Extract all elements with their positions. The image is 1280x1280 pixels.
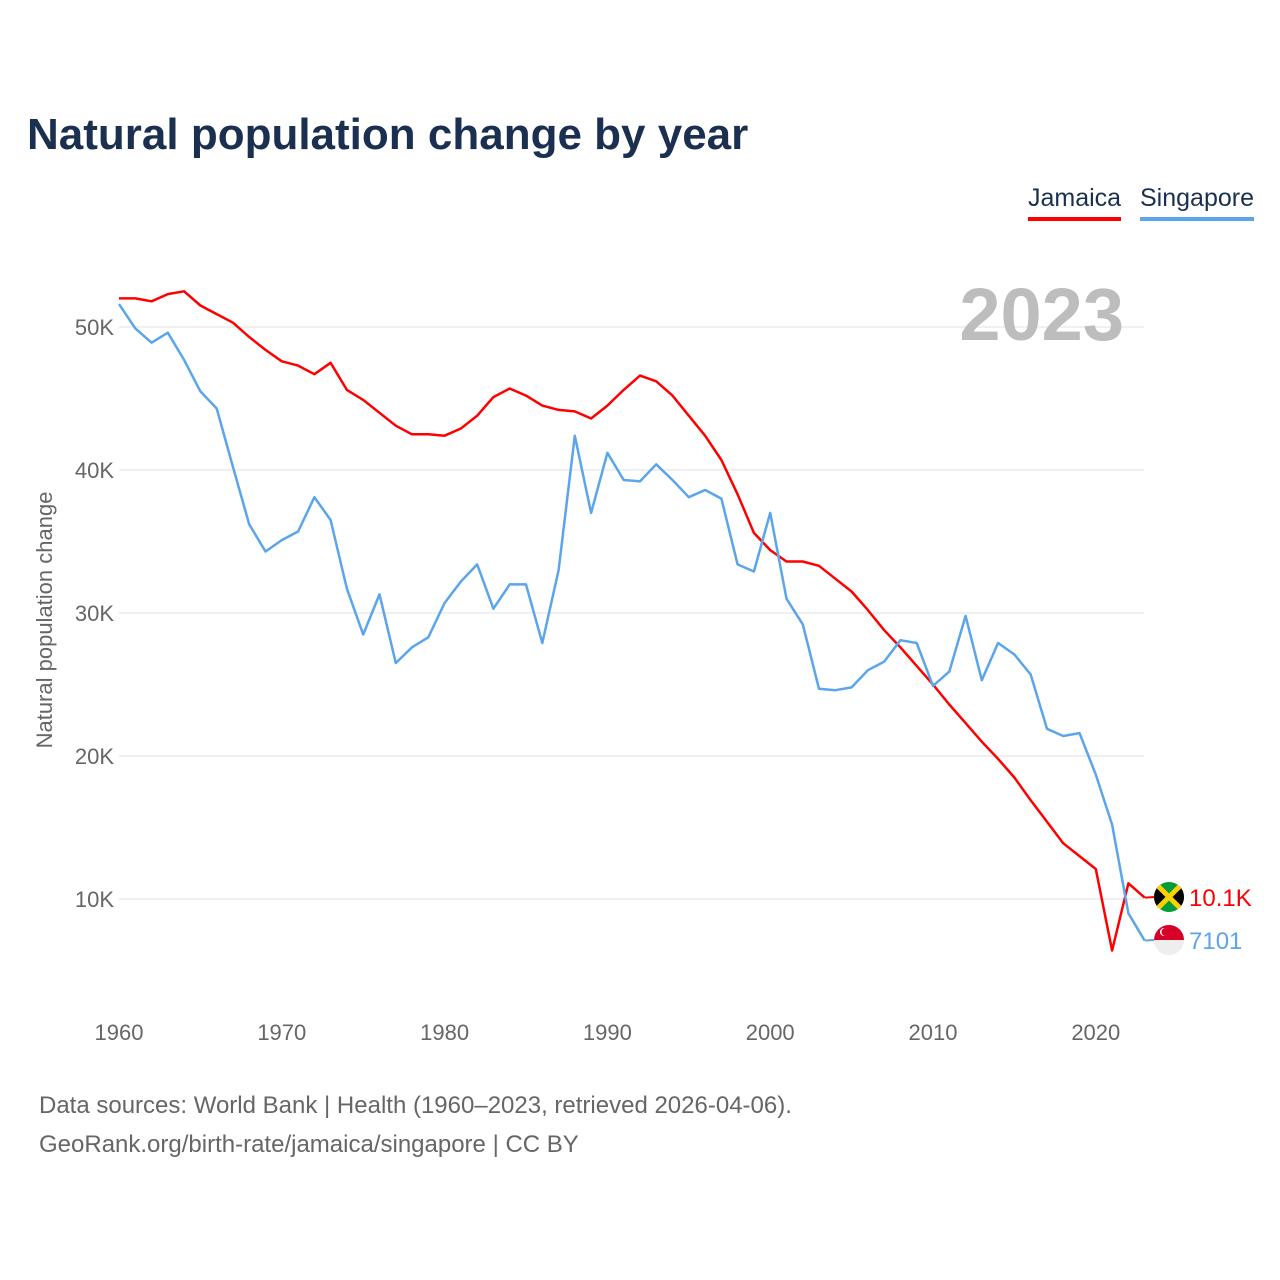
x-tick-label: 2010 (909, 1020, 958, 1045)
y-axis-label: Natural population change (32, 492, 57, 749)
y-tick-label: 10K (75, 887, 114, 912)
x-tick-label: 1990 (583, 1020, 632, 1045)
series-line-jamaica[interactable] (119, 290, 1146, 952)
y-tick-label: 30K (75, 601, 114, 626)
x-tick-label: 1980 (420, 1020, 469, 1045)
y-tick-label: 50K (75, 315, 114, 340)
y-tick-label: 20K (75, 744, 114, 769)
end-connector (1144, 896, 1156, 899)
footer: Data sources: World Bank | Health (1960–… (39, 1086, 792, 1164)
end-value-label: 10.1K (1189, 885, 1252, 912)
source-link[interactable]: GeoRank.org/birth-rate/jamaica/singapore… (39, 1131, 579, 1158)
x-tick-label: 2020 (1071, 1020, 1120, 1045)
x-tick-label: 1970 (257, 1020, 306, 1045)
data-source-text: Data sources: World Bank | Health (1960–… (39, 1092, 792, 1119)
jamaica-flag-icon (1154, 882, 1184, 912)
x-tick-label: 1960 (95, 1020, 144, 1045)
series-line-singapore[interactable] (117, 303, 1146, 942)
y-tick-label: 40K (75, 458, 114, 483)
chart-title: Natural population change by year (27, 110, 749, 159)
legend-singapore[interactable]: Singapore (1140, 184, 1254, 221)
x-tick-label: 2000 (746, 1020, 795, 1045)
year-label: 2023 (959, 273, 1124, 356)
singapore-flag-icon (1154, 925, 1184, 955)
end-value-label: 7101 (1189, 928, 1242, 955)
legend-jamaica[interactable]: Jamaica (1028, 184, 1122, 221)
